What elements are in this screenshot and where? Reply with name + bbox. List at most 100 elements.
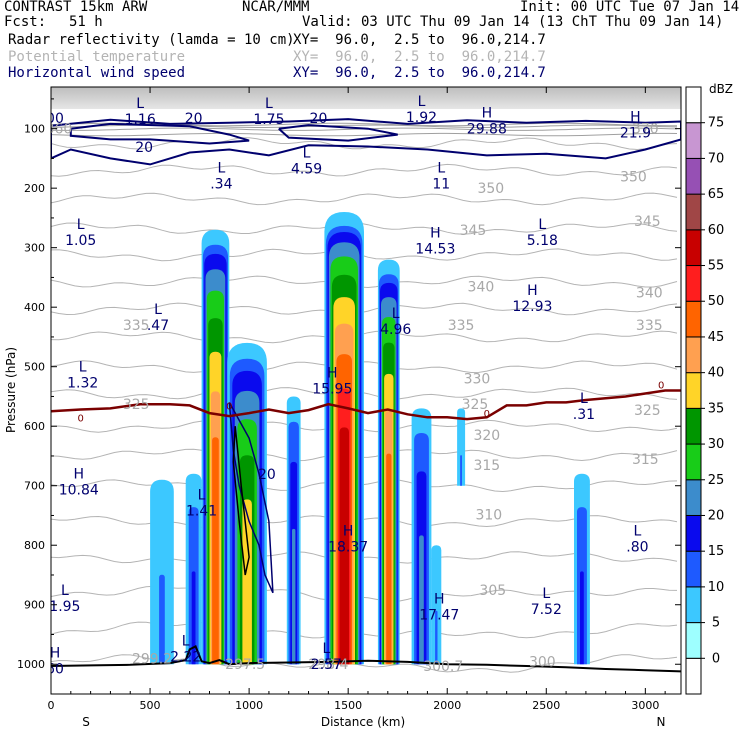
freezing-level-label: 0 — [226, 401, 232, 412]
extremum-type: H — [482, 106, 493, 122]
theta-contour-label: 370 — [632, 122, 659, 138]
theta-contour — [51, 448, 678, 462]
theta-contour — [51, 330, 678, 344]
colorbar-swatch — [685, 657, 702, 695]
colorbar-label: 25 — [708, 473, 725, 488]
theta-contour-label: 345 — [634, 214, 661, 230]
colorbar-swatch — [685, 407, 702, 445]
extremum-type: L — [154, 302, 162, 318]
wind-isotach-lower — [228, 402, 274, 594]
reflectivity-cell-2-level-45 — [212, 437, 219, 665]
wind-isotach-label: 00 — [46, 111, 64, 127]
colorbar: 0 5 10 15 20 25 30 35 40 45 50 55 60 65 70 75 — [685, 86, 725, 695]
extremum-type: H — [630, 110, 641, 126]
field-wind-xy: XY= 96.0, 2.5 to 96.0,214.7 — [293, 65, 546, 81]
extremum-value: 17.47 — [419, 608, 459, 624]
reflectivity-cell-8-level-5 — [431, 545, 442, 665]
theta-contour-label: 300 — [529, 654, 556, 670]
freezing-level-label: 0 — [78, 413, 84, 424]
theta-contour — [51, 137, 678, 151]
colorbar-label: 5 — [712, 616, 720, 631]
theta-contour-label: 345 — [460, 223, 487, 239]
colorbar-label: 30 — [708, 437, 725, 452]
theta-contour-label: 298.4 — [308, 657, 348, 673]
theta-contour-label: 335 — [123, 318, 150, 334]
reflectivity-cell-0-level-10 — [159, 574, 165, 665]
colorbar-swatch — [685, 193, 702, 231]
extremum-type: L — [61, 583, 69, 599]
extremum-value: 10.84 — [59, 483, 99, 499]
reflectivity-cell-5-level-55 — [339, 427, 349, 665]
colorbar-unit: dBZ — [709, 82, 733, 96]
colorbar-swatch — [685, 443, 702, 481]
extremum-value: 5.18 — [527, 233, 558, 249]
reflectivity-cell-1-level-15 — [191, 571, 196, 665]
wind-isotach-label: 20 — [185, 111, 203, 127]
extremum-type: L — [198, 488, 206, 504]
theta-contour — [51, 163, 678, 177]
extremum-value: 1.95 — [49, 599, 80, 615]
x-axis: 0 500 1000 1500 2000 2500 3000 — [48, 87, 666, 712]
theta-contour-label: 320 — [473, 428, 500, 444]
freezing-level-line — [51, 389, 681, 421]
colorbar-swatch — [685, 122, 702, 159]
extremum-value: 60 — [46, 661, 64, 677]
theta-contour — [51, 248, 678, 262]
stratosphere-isentrope-band — [51, 87, 681, 109]
colorbar-label: 75 — [708, 116, 725, 131]
extremum-type: H — [327, 366, 338, 382]
freezing-level-group: 0 0 0 0 — [51, 381, 681, 424]
terrain-line — [51, 645, 681, 673]
extremum-type: L — [322, 641, 330, 657]
theta-labels: 360 370 350 350 345 345 340 340 335 335 335 330 325 3… — [51, 122, 663, 675]
extremum-type: L — [634, 523, 642, 539]
colorbar-label: 0 — [712, 651, 720, 666]
colorbar-swatch — [685, 586, 702, 624]
x-tick-label: 2500 — [532, 699, 560, 712]
extremum-type: H — [434, 592, 445, 608]
wind-isotach-label: 20 — [258, 467, 276, 483]
extremum-value: 1.92 — [406, 110, 437, 126]
reflectivity-cell-7-level-20 — [419, 535, 424, 665]
colorbar-swatch — [685, 550, 702, 588]
field-wind: Horizontal wind speed — [8, 65, 186, 81]
extremum-value: .31 — [573, 407, 595, 423]
forecast-hour: 51 h — [69, 14, 103, 30]
theta-contour-stratosphere — [51, 132, 678, 137]
theta-contour-label: 335 — [448, 318, 475, 334]
extremum-type: L — [580, 391, 588, 407]
y-tick-label: 200 — [24, 182, 45, 195]
theta-contour — [51, 222, 678, 235]
x-axis-title: Distance (km) — [321, 715, 405, 729]
theta-contour-label: 340 — [636, 285, 663, 301]
y-tick-label: 600 — [24, 420, 45, 433]
center-name: NCAR/MMM — [242, 0, 310, 15]
theta-contour-label: 299.2 — [132, 651, 172, 667]
colorbar-label: 55 — [708, 259, 725, 274]
colorbar-swatch — [685, 86, 702, 124]
extremum-value: 15.95 — [312, 382, 352, 398]
theta-contour-label: 325 — [462, 397, 489, 413]
wind-isotach-lower-inner — [232, 426, 250, 576]
colorbar-swatch — [685, 372, 702, 409]
y-tick-label: 500 — [24, 361, 45, 374]
extremum-value: 18.37 — [328, 539, 368, 555]
y-tick-label: 300 — [24, 242, 45, 255]
reflectivity-cell-3-level-35 — [242, 499, 252, 665]
extremum-value: 14.53 — [415, 242, 455, 258]
extremum-type: L — [136, 96, 144, 112]
extremum-value: 12.93 — [512, 299, 552, 315]
colorbar-swatch — [685, 265, 702, 302]
y-axis-title: Pressure (hPa) — [4, 347, 18, 433]
model-title: CONTRAST 15km ARW — [4, 0, 148, 15]
theta-contour-stratosphere — [51, 122, 677, 127]
extremum-value: 2.57 — [311, 657, 342, 673]
colorbar-label: 50 — [708, 294, 725, 309]
colorbar-swatch — [685, 229, 702, 267]
wind-isotach-inner — [278, 124, 398, 142]
extremum-value: 1.75 — [253, 112, 284, 128]
reflectivity-cell-10-level-15 — [580, 571, 584, 665]
theta-contour-label: 350 — [477, 181, 504, 197]
field-theta: Potential temperature — [8, 49, 186, 65]
